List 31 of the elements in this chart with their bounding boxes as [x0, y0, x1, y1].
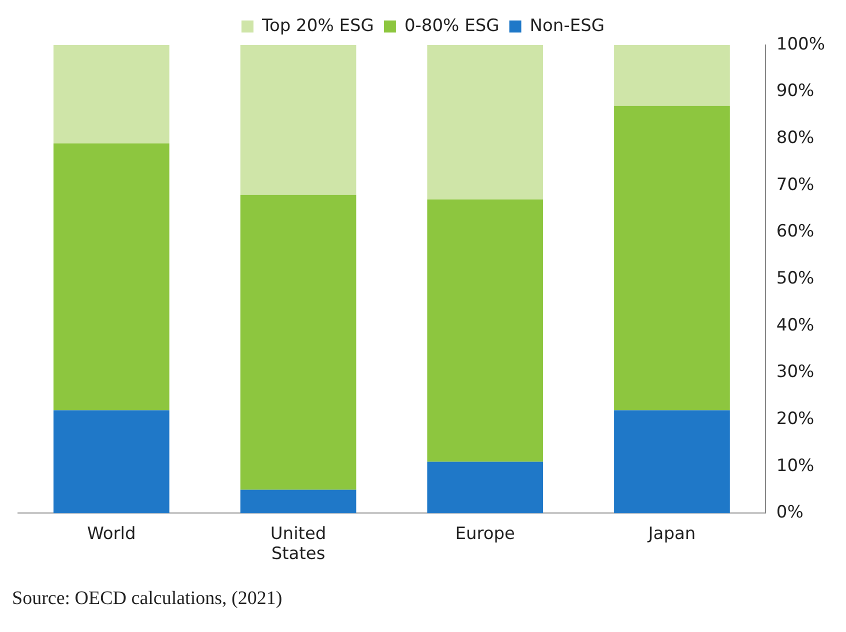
y-tick-label: 60%	[776, 222, 814, 242]
bar	[240, 490, 356, 514]
bar	[54, 45, 170, 144]
x-tick-label: World	[87, 524, 136, 544]
y-tick-label: 50%	[776, 268, 814, 289]
bar	[54, 143, 170, 410]
bar	[240, 194, 356, 490]
y-tick-label: 90%	[776, 81, 814, 102]
legend-label: Non-ESG	[530, 16, 605, 36]
legend-label: Top 20% ESG	[260, 16, 374, 36]
y-tick-label: 30%	[776, 362, 814, 382]
legend-label: 0-80% ESG	[404, 16, 500, 36]
x-tick-label: Japan	[647, 524, 696, 544]
source-note: Source: OECD calculations, (2021)	[12, 588, 284, 610]
y-tick-label: 0%	[776, 502, 804, 523]
y-tick-label: 80%	[776, 128, 814, 148]
bar	[614, 45, 730, 106]
bar	[427, 45, 544, 200]
bar	[427, 462, 544, 514]
y-tick-label: 100%	[776, 34, 826, 54]
bar	[614, 410, 730, 514]
bar	[427, 200, 544, 462]
x-tick-label: United States	[270, 524, 326, 564]
x-tick-label: Europe	[455, 524, 516, 544]
y-tick-label: 70%	[776, 174, 814, 195]
bar	[54, 410, 170, 514]
bar	[240, 45, 356, 195]
y-tick-label: 20%	[776, 408, 814, 429]
y-tick-label: 40%	[776, 315, 814, 336]
y-tick-label: 10%	[776, 456, 814, 476]
bar	[614, 106, 730, 410]
